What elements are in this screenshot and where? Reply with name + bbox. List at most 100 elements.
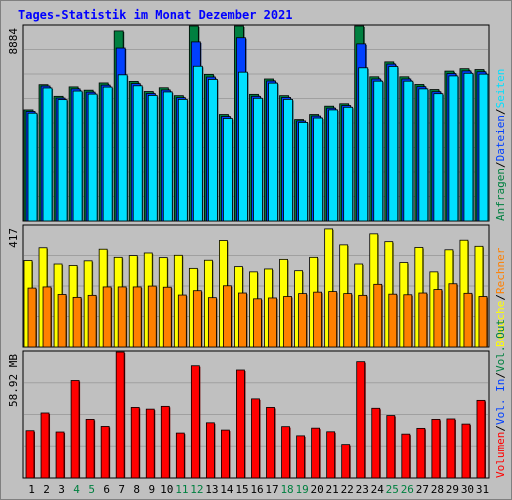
seiten-bar-day-16 (253, 97, 263, 222)
seiten-bar-day-30 (463, 72, 474, 222)
x-tick-label: 10 (160, 483, 173, 496)
seiten-bar-day-31 (478, 73, 489, 222)
seiten-bar-day-7 (117, 74, 128, 222)
seiten-bar-day-10 (162, 91, 173, 222)
seiten-bar-day-9 (147, 95, 158, 222)
visits-max-label: 417 (7, 228, 20, 248)
x-tick-label: 11 (175, 483, 188, 496)
seiten-bar-day-19 (298, 122, 308, 222)
volumen-bar-day-12 (190, 365, 200, 479)
seiten-bar-day-20 (313, 117, 324, 222)
rechner-bar-day-23 (358, 294, 368, 348)
rechner-bar-day-28 (433, 289, 443, 348)
volumen-bar-day-29 (446, 418, 456, 479)
legend-volume: Volumen/Vol. In/Vol. Out (494, 319, 507, 478)
seiten-bar-day-6 (102, 86, 113, 222)
volumen-bar-day-25 (386, 415, 396, 479)
seiten-bar-day-14 (223, 118, 233, 222)
x-tick-label: 25 (386, 483, 399, 496)
x-tick-label: 6 (103, 483, 110, 496)
legend-entry: Seiten (494, 69, 507, 109)
x-tick-label: 24 (371, 483, 385, 496)
seiten-bar-day-3 (57, 99, 68, 222)
x-tick-label: 26 (401, 483, 414, 496)
seiten-bar-day-28 (433, 93, 444, 222)
rechner-bar-day-5 (87, 294, 97, 348)
x-tick-label: 28 (431, 483, 444, 496)
rechner-bar-day-8 (132, 286, 142, 348)
legend-entry: Vol. Out (494, 319, 507, 372)
x-tick-label: 16 (250, 483, 263, 496)
legend-entry: / (494, 372, 507, 379)
x-tick-label: 30 (461, 483, 474, 496)
volumen-bar-day-21 (326, 431, 336, 479)
x-tick-label: 18 (280, 483, 293, 496)
rechner-bar-day-7 (117, 286, 127, 348)
rechner-bar-day-10 (162, 286, 172, 348)
seiten-bar-day-1 (27, 112, 38, 222)
volumen-bar-day-31 (476, 399, 486, 479)
x-tick-label: 20 (311, 483, 324, 496)
volume-max-label: 58.92 MB (7, 354, 20, 407)
volumen-bar-day-6 (100, 426, 110, 479)
volumen-bar-day-3 (55, 431, 65, 479)
seiten-bar-day-2 (42, 87, 53, 222)
requests-max-label: 8884 (7, 28, 20, 55)
seiten-bar-day-29 (448, 75, 459, 222)
volumen-bar-day-15 (236, 369, 245, 479)
x-tick-label: 22 (341, 483, 354, 496)
x-tick-label: 4 (73, 483, 80, 496)
volumen-bar-day-1 (25, 430, 35, 479)
rechner-bar-day-9 (147, 285, 157, 348)
rechner-bar-day-6 (102, 286, 112, 348)
x-tick-label: 31 (476, 483, 489, 496)
seiten-bar-day-13 (207, 79, 218, 222)
seiten-bar-day-25 (388, 66, 399, 222)
rechner-bar-day-31 (478, 296, 488, 348)
volumen-bar-day-28 (431, 419, 441, 479)
rechner-bar-day-26 (403, 294, 413, 348)
seiten-bar-day-26 (403, 80, 414, 222)
rechner-bar-day-1 (27, 287, 37, 348)
x-tick-label: 7 (118, 483, 125, 496)
volumen-bar-day-5 (85, 419, 95, 479)
seiten-bar-day-8 (132, 85, 143, 222)
x-tick-label: 1 (28, 483, 35, 496)
x-tick-label: 17 (265, 483, 278, 496)
rechner-bar-day-12 (192, 290, 202, 348)
rechner-bar-day-30 (463, 292, 473, 348)
legend-requests: Anfragen/Dateien/Seiten (494, 69, 507, 221)
seiten-bar-day-5 (87, 93, 98, 222)
seiten-bar-day-18 (283, 98, 293, 222)
rechner-bar-day-27 (418, 292, 428, 348)
x-tick-label: 23 (356, 483, 369, 496)
x-tick-label: 2 (43, 483, 50, 496)
volumen-bar-day-2 (40, 412, 50, 479)
rechner-bar-day-15 (238, 292, 247, 348)
volumen-bar-day-26 (401, 433, 411, 479)
seiten-bar-day-21 (328, 109, 339, 222)
rechner-bar-day-3 (57, 294, 67, 348)
volumen-bar-day-24 (371, 407, 381, 479)
rechner-bar-day-29 (448, 283, 458, 348)
seiten-bar-day-23 (358, 67, 369, 222)
volumen-bar-day-9 (145, 408, 155, 479)
x-tick-label: 5 (88, 483, 95, 496)
volumen-bar-day-11 (175, 432, 185, 479)
volumen-bar-day-14 (221, 429, 230, 479)
legend-entry: Rechner (494, 247, 507, 294)
volumen-bar-day-13 (205, 422, 215, 479)
seiten-bar-day-24 (373, 80, 384, 222)
volumen-bar-day-20 (311, 427, 321, 479)
seiten-bar-day-27 (418, 88, 429, 222)
rechner-bar-day-20 (313, 291, 323, 348)
x-tick-label: 3 (58, 483, 65, 496)
legend-entry: / (494, 294, 507, 301)
rechner-bar-day-13 (207, 297, 217, 348)
volumen-bar-day-16 (251, 398, 260, 479)
rechner-bar-day-22 (343, 293, 353, 348)
x-tick-label: 8 (133, 483, 140, 496)
seiten-bar-day-4 (72, 90, 83, 222)
volumen-bar-day-8 (130, 407, 140, 479)
